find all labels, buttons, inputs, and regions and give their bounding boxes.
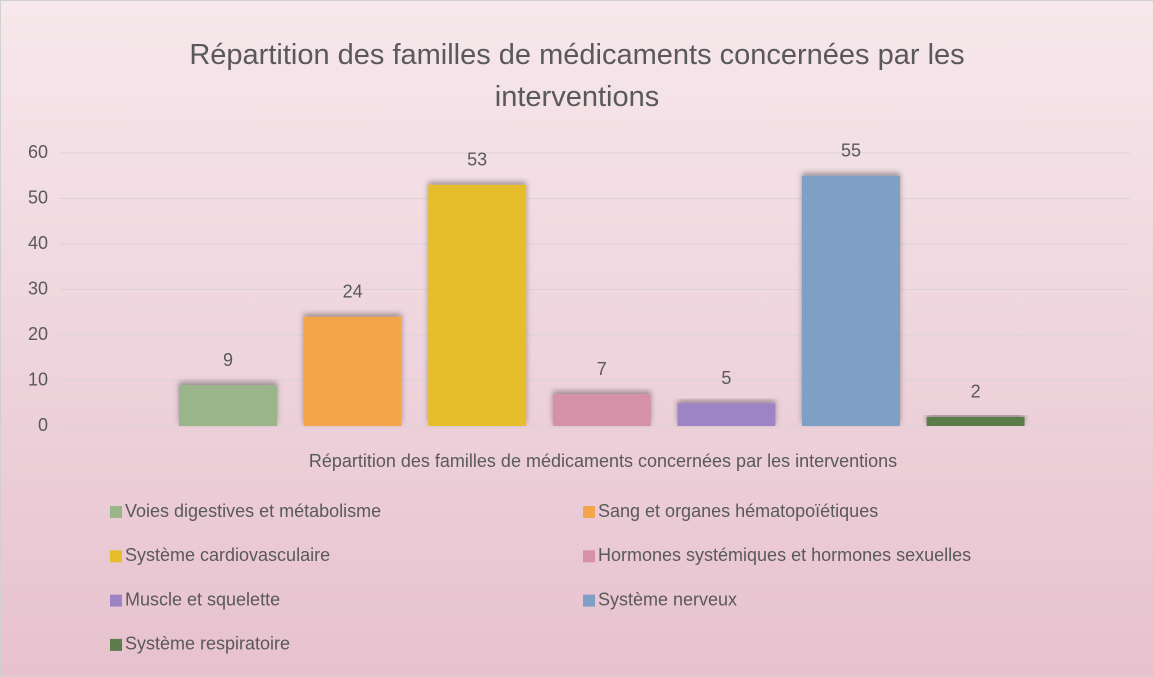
legend-label: Muscle et squelette: [125, 589, 280, 609]
bar: [303, 316, 402, 426]
bar: [926, 416, 1025, 426]
data-label: 24: [343, 282, 363, 302]
legend-label: Système cardiovasculaire: [125, 545, 330, 565]
data-label: 9: [223, 350, 233, 370]
x-category-label: Répartition des familles de médicaments …: [309, 451, 897, 471]
legend-swatch: [110, 506, 122, 518]
data-label: 7: [597, 359, 607, 379]
legend-label: Hormones systémiques et hormones sexuell…: [598, 545, 971, 565]
bar: [179, 385, 277, 426]
legend-swatch: [110, 550, 122, 563]
bar: [552, 394, 651, 426]
y-tick-label: 0: [38, 415, 48, 435]
legend-swatch: [583, 550, 595, 563]
legend-label: Système nerveux: [598, 589, 737, 609]
y-tick-label: 50: [28, 187, 48, 207]
bar: [802, 175, 900, 426]
legend-label: Sang et organes hématopoïétiques: [598, 501, 878, 521]
data-label: 53: [467, 150, 487, 170]
data-label: 5: [721, 368, 731, 388]
chart-title: Répartition des familles de médicaments …: [189, 39, 965, 113]
y-tick-label: 40: [28, 233, 48, 253]
data-label: 2: [971, 382, 981, 402]
y-tick-label: 60: [28, 142, 48, 162]
legend-label: Voies digestives et métabolisme: [125, 501, 381, 521]
legend-swatch: [110, 638, 122, 651]
y-tick-label: 20: [28, 324, 48, 344]
legend-label: Système respiratoire: [125, 634, 290, 654]
legend-swatch: [583, 506, 595, 518]
legend-swatch: [110, 594, 122, 607]
y-tick-label: 30: [28, 278, 48, 298]
y-tick-label: 10: [28, 369, 48, 389]
legend-swatch: [583, 594, 595, 607]
data-label: 55: [841, 141, 861, 161]
bar: [428, 184, 527, 426]
bar: [677, 403, 776, 426]
